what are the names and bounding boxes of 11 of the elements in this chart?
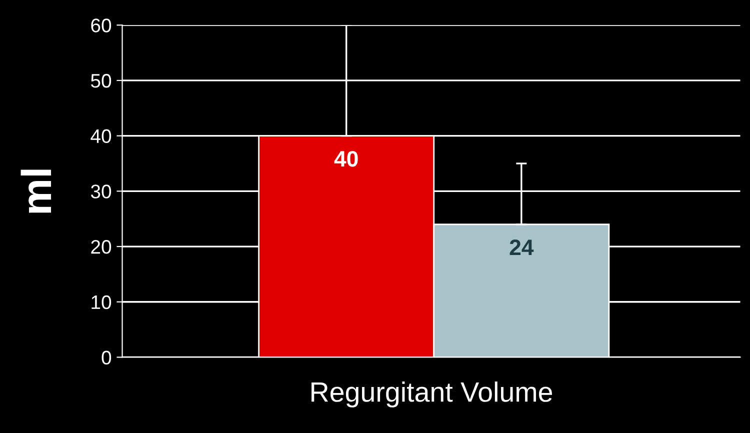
data-label: 24 xyxy=(510,240,534,256)
data-label: 40 xyxy=(334,150,358,167)
y-axis-title: ml xyxy=(20,170,52,213)
x-axis-title: Regurgitant Volume xyxy=(312,382,552,408)
y-tick-label: 50 xyxy=(90,74,112,88)
y-tick-label: 30 xyxy=(90,184,112,198)
y-tick-label: 60 xyxy=(91,18,112,32)
y-tick-label: 40 xyxy=(90,129,112,144)
y-tick-label: 20 xyxy=(91,240,112,254)
y-tick-label: 0 xyxy=(102,350,112,364)
y-tick-label: 10 xyxy=(92,295,112,310)
